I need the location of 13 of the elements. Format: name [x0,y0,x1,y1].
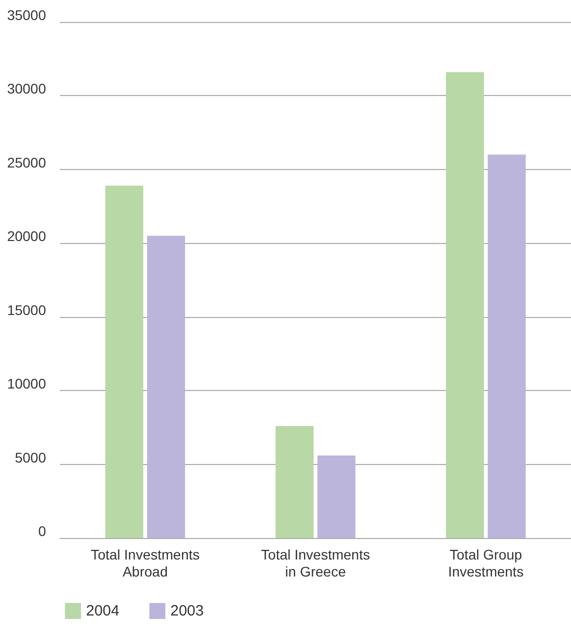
legend-label: 2003 [170,602,204,620]
y-tick-label: 30000 [7,80,46,97]
x-tick-label: Total Investments Abroad [90,546,200,580]
y-tick-label: 5000 [14,449,46,466]
y-tick-label: 20000 [7,228,46,244]
y-tick-label: 10000 [7,376,46,392]
legend-label: 2004 [86,602,120,620]
y-tick-label: 25000 [7,154,46,170]
x-tick-label: Total Group Investments [448,546,524,580]
x-tick-label: Total Investments in Greece [261,546,370,580]
y-tick-label: 35000 [7,7,46,23]
y-tick-label: 15000 [7,302,46,318]
y-tick-label: 0 [38,523,46,539]
